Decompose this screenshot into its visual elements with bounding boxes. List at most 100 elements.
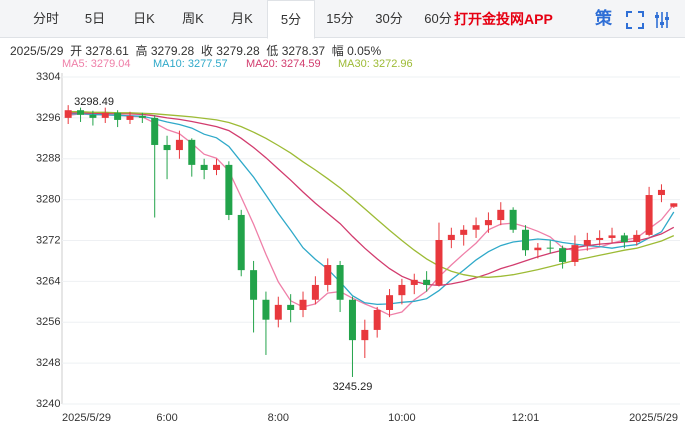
date: 2025/5/29 <box>10 44 64 58</box>
tab[interactable]: 5分 <box>267 0 315 39</box>
y-tick-label: 3280 <box>36 194 60 206</box>
candle-body <box>311 284 319 300</box>
value: 3279.28 <box>216 44 260 58</box>
y-tick-label: 3248 <box>36 357 60 369</box>
quote-info: 2025/5/29 开 3278.61 高 3279.28 收 3279.28 … <box>10 42 381 59</box>
candle-body <box>373 309 381 330</box>
candle-body <box>188 139 196 165</box>
candle-body <box>151 117 159 145</box>
low-annotation: 3245.29 <box>333 381 373 393</box>
y-tick-label: 3288 <box>36 153 60 165</box>
candle-body <box>386 295 394 310</box>
candle-body <box>645 195 653 235</box>
candle-body <box>299 299 307 310</box>
x-tick-label: 2025/5/29 <box>62 412 111 423</box>
candle-body <box>608 235 616 238</box>
candle-body <box>324 265 332 285</box>
candle-body <box>138 115 146 118</box>
legend-entry: MA20: 3274.59 <box>246 58 321 70</box>
tab[interactable]: 15分 <box>326 11 354 26</box>
candle-body <box>237 214 245 271</box>
candle-body <box>250 270 258 300</box>
x-tick-label: 10:00 <box>388 412 416 423</box>
ma-line <box>68 113 675 316</box>
candle-body <box>447 234 455 240</box>
ma-line <box>68 111 675 278</box>
promo-link[interactable]: 打开金投网APP <box>454 11 553 27</box>
legend-entry: MA30: 3272.96 <box>338 58 413 70</box>
tab[interactable]: 5日 <box>84 11 106 26</box>
candle-body <box>596 237 604 240</box>
tab[interactable]: 60分 <box>424 11 452 26</box>
legend-entry: MA5: 3279.04 <box>62 58 131 70</box>
candle-body <box>175 139 183 151</box>
y-tick-label: 3296 <box>36 112 60 124</box>
candle-body <box>200 164 208 170</box>
candle-body <box>435 239 443 285</box>
candle-body <box>77 110 85 115</box>
high-annotation: 3298.49 <box>74 96 114 108</box>
candle-body <box>163 144 171 151</box>
candle-body <box>583 239 591 246</box>
label: 收 <box>200 44 213 58</box>
x-tick-label: 6:00 <box>156 412 177 423</box>
candle-body <box>287 304 295 310</box>
y-tick-label: 3264 <box>36 275 60 287</box>
candle-body <box>213 164 220 170</box>
candle-body <box>101 112 109 118</box>
candle-body <box>522 229 529 251</box>
candle-body <box>262 299 270 320</box>
candle-body <box>114 112 122 120</box>
candle-body <box>620 235 628 243</box>
ma-line <box>68 113 675 306</box>
x-tick-label: 12:01 <box>512 412 540 423</box>
settings-icon[interactable] <box>653 10 671 30</box>
value: 3279.28 <box>150 44 195 58</box>
tab[interactable]: 月K <box>231 11 253 26</box>
strategy-icon[interactable]: 策 <box>595 9 612 28</box>
candle-body <box>348 299 356 341</box>
candle-body <box>670 203 678 207</box>
candle-body <box>126 115 134 120</box>
candle-body <box>534 247 542 251</box>
y-tick-label: 3304 <box>36 71 60 83</box>
candle-body <box>274 304 282 320</box>
tab[interactable]: 30分 <box>375 11 403 26</box>
candle-body <box>559 248 567 262</box>
value: 0.05% <box>347 44 382 58</box>
candle-body <box>509 209 517 230</box>
candle-body <box>225 164 233 215</box>
ma-line <box>68 112 675 287</box>
candle-body <box>410 279 418 285</box>
candle-body <box>472 225 480 230</box>
candle-body <box>64 110 72 118</box>
x-tick-label: 2025/5/29 <box>629 412 678 423</box>
tab[interactable]: 周K <box>182 11 204 26</box>
candle-body <box>460 229 468 235</box>
value: 3278.37 <box>281 44 326 58</box>
candle-body <box>484 220 492 226</box>
label: 低 <box>266 44 279 58</box>
label: 幅 <box>331 44 344 58</box>
value: 3278.61 <box>85 44 129 58</box>
candle-body <box>571 245 579 262</box>
toolbar: 打开金投网APP 策 分时 5日 日K 周K 月K 5分 15分 30分 60分 <box>0 0 685 39</box>
legend-entry: MA10: 3277.57 <box>153 58 228 70</box>
x-tick-label: 8:00 <box>268 412 289 423</box>
candle-body <box>546 247 554 249</box>
tab[interactable]: 日K <box>133 11 155 26</box>
candle-body <box>657 189 665 196</box>
y-tick-label: 3272 <box>36 234 60 246</box>
candle-body <box>497 209 505 221</box>
tab[interactable]: 分时 <box>32 11 59 26</box>
candle-body <box>398 284 406 296</box>
candle-body <box>633 234 641 243</box>
candle-body <box>89 114 97 118</box>
candle-body <box>336 265 344 300</box>
fullscreen-icon[interactable] <box>626 11 644 29</box>
y-tick-label: 3256 <box>36 316 60 328</box>
candle-body <box>361 329 369 341</box>
candle-body <box>423 279 431 285</box>
